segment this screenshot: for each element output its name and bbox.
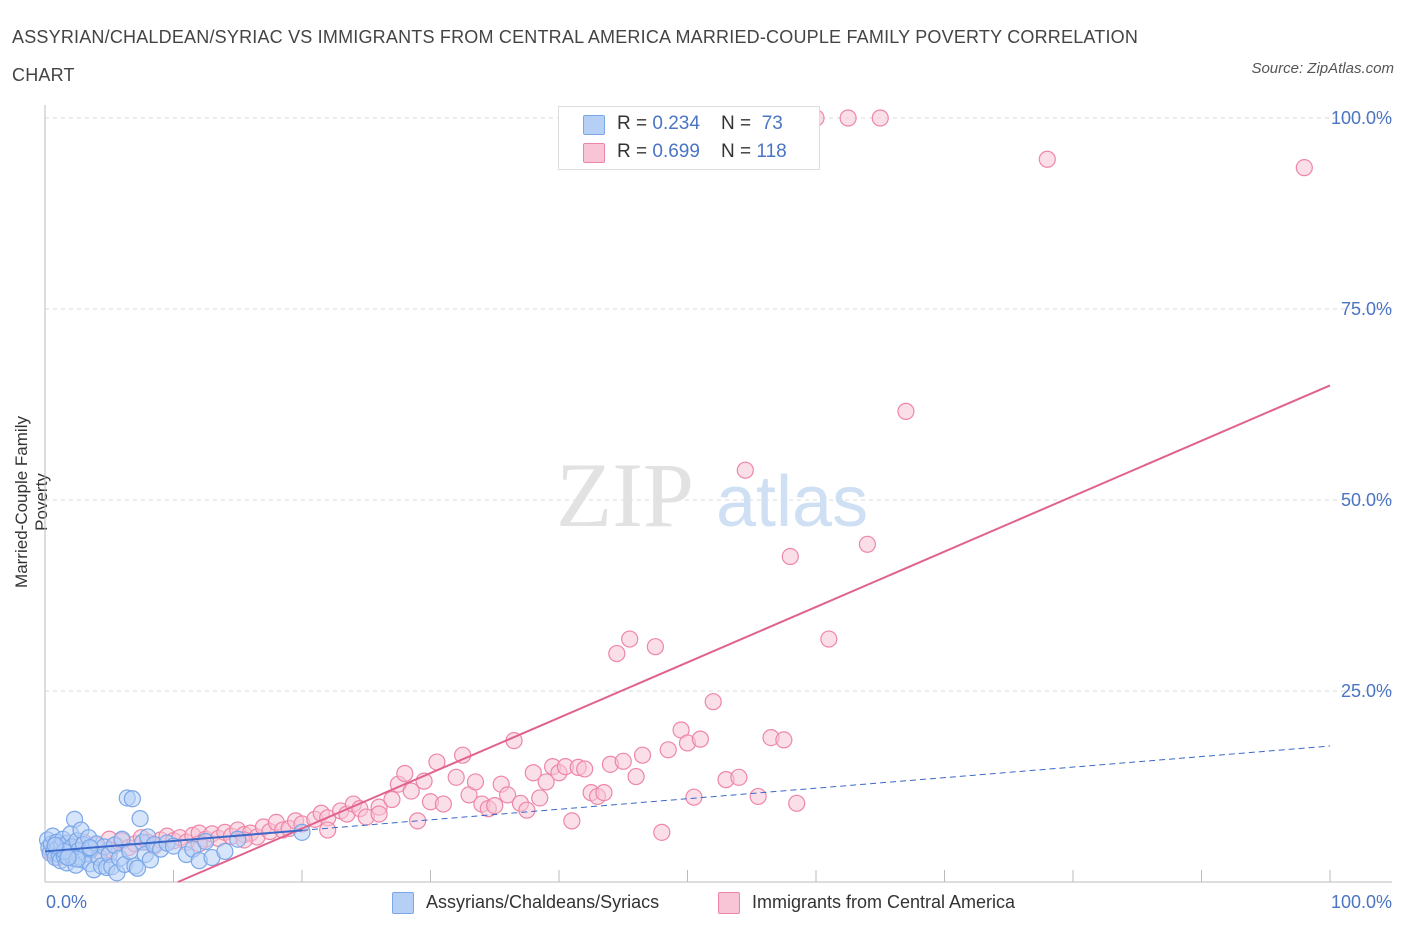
data-point-immigrants (621, 630, 639, 648)
data-point-immigrants (685, 788, 703, 806)
x-tick-label-min: 0.0% (46, 892, 87, 912)
y-tick-label: 50.0% (1341, 490, 1392, 510)
data-point-immigrants (608, 644, 626, 663)
bottom-legend-label: Assyrians/Chaldeans/Syriacs (426, 892, 660, 912)
data-point-immigrants (1038, 150, 1056, 168)
data-point-immigrants (633, 746, 652, 764)
source-credit: Source: ZipAtlas.com (1251, 60, 1394, 77)
axes (44, 105, 1392, 883)
data-point-immigrants (499, 786, 517, 804)
data-point-immigrants (434, 795, 452, 813)
data-point-immigrants (781, 547, 799, 566)
data-point-immigrants (563, 812, 581, 830)
y-tick-label: 25.0% (1341, 681, 1392, 701)
data-point-immigrants (736, 461, 754, 479)
data-point-immigrants (653, 823, 671, 841)
data-point-immigrants (730, 768, 748, 786)
legend-swatch-pink (583, 143, 605, 163)
legend-n-value: 118 (756, 141, 787, 162)
trend-line-assyrians-solid (44, 829, 303, 853)
legend-n-value: 73 (761, 113, 783, 134)
data-point-immigrants (627, 767, 645, 786)
data-point-immigrants (409, 812, 427, 830)
legend-n-label: N = (721, 141, 757, 162)
data-point-immigrants (749, 787, 767, 806)
chart-title: ASSYRIAN/CHALDEAN/SYRIAC VS IMMIGRANTS F… (12, 27, 1139, 85)
legend-r-value: 0.699 (652, 141, 700, 162)
tick-labels: 100.0% 75.0% 50.0% 25.0% 0.0% 100.0% (46, 108, 1392, 912)
data-point-immigrants (486, 796, 504, 815)
data-point-immigrants (518, 801, 536, 819)
data-point-assyrians (229, 830, 247, 848)
legend-r-label: R = (617, 113, 653, 134)
legend-swatch-blue (583, 115, 605, 135)
data-point-immigrants (319, 821, 337, 839)
trend-lines (44, 384, 1331, 883)
data-point-assyrians (123, 790, 141, 808)
data-point-immigrants (524, 764, 542, 782)
bottom-legend-label: Immigrants from Central America (752, 892, 1016, 912)
data-point-immigrants (614, 752, 632, 770)
gridlines (45, 117, 1392, 692)
bottom-legend-swatch-blue (392, 892, 414, 914)
data-point-immigrants (370, 805, 388, 823)
data-point-immigrants (871, 109, 889, 127)
trend-line-assyrians-dashed (301, 745, 1331, 831)
legend-r-label: R = (617, 141, 653, 162)
data-point-immigrants (531, 789, 549, 807)
data-point-immigrants (897, 402, 915, 420)
data-point-immigrants (704, 693, 722, 711)
y-tick-label: 75.0% (1341, 299, 1392, 319)
data-point-assyrians (216, 842, 234, 861)
legend-r-value: 0.234 (652, 113, 700, 134)
data-point-immigrants (576, 760, 594, 778)
trend-line-immigrants (177, 384, 1331, 883)
data-point-immigrants (466, 773, 485, 791)
correlation-legend: R = 0.234 N = 73 R = 0.699 N = 118 (558, 106, 820, 170)
data-point-immigrants (788, 794, 806, 812)
data-point-immigrants (820, 630, 838, 648)
bottom-legend-swatch-pink (718, 892, 740, 914)
data-point-assyrians (197, 832, 215, 851)
data-point-immigrants (402, 782, 420, 800)
data-point-assyrians (131, 809, 149, 828)
data-point-immigrants (447, 768, 465, 786)
data-point-immigrants (383, 790, 401, 809)
x-tick-label-max: 100.0% (1331, 892, 1392, 912)
data-point-immigrants (396, 764, 414, 783)
data-point-immigrants (839, 109, 857, 127)
legend-n-label: N = (721, 113, 757, 134)
data-point-immigrants (595, 784, 613, 802)
data-point-immigrants (691, 730, 709, 748)
data-point-immigrants (1295, 159, 1313, 177)
data-point-immigrants (646, 638, 664, 656)
data-point-assyrians (113, 830, 131, 848)
data-point-assyrians (59, 848, 77, 867)
y-tick-label: 100.0% (1331, 108, 1392, 128)
data-point-immigrants (775, 731, 793, 749)
data-point-immigrants (537, 773, 555, 791)
watermark-zip: ZIP (556, 444, 694, 546)
data-point-immigrants (659, 741, 677, 759)
data-point-immigrants (858, 535, 877, 553)
data-point-assyrians (128, 859, 147, 877)
